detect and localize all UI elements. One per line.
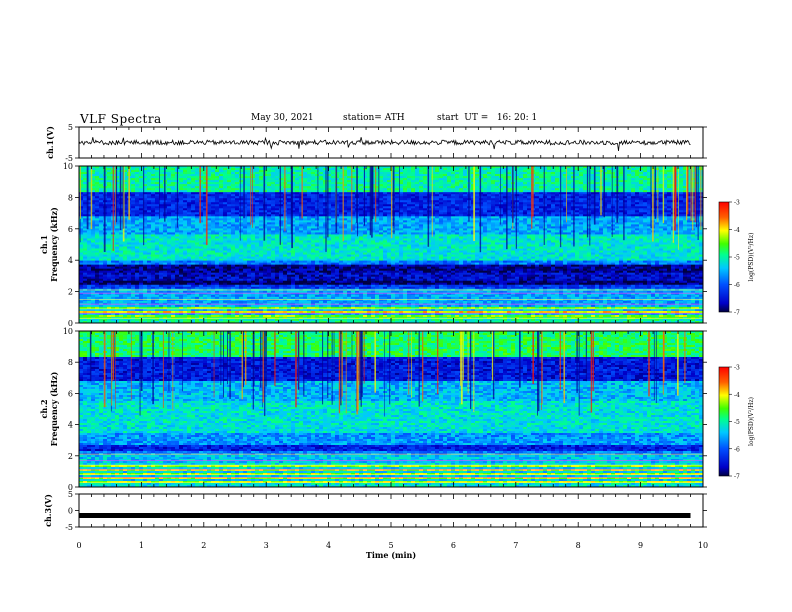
colorbar-tick-label: -4 [734,392,740,399]
colorbar-tick-label: -5 [734,419,740,426]
ch1-voltage-label: ch.1(V) [45,126,55,159]
y-tick-label: 5 [68,123,73,132]
x-tick-label: 9 [638,541,643,550]
panel-frames [75,126,732,528]
colorbar-tick-label: -3 [734,200,740,207]
ch2-spectrogram [79,331,704,488]
ch1-spectrogram [79,166,704,324]
y-tick-label: 8 [68,358,73,367]
colorbar-tick-label: -6 [734,282,740,289]
colorbar-tick-label: -7 [734,474,740,481]
x-tick-label: 8 [576,541,581,550]
colorbar-tick-label: -6 [734,446,740,453]
colorbar-label: log(PSD)(V²/Hz) [748,233,755,282]
x-tick-label: 6 [451,541,456,550]
colorbar-tick-label: -3 [734,365,740,372]
x-tick-label: 7 [513,541,518,550]
colorbar-tick-label: -4 [734,227,740,234]
y-tick-label: 6 [68,225,73,234]
ch1-trace [78,136,691,151]
y-tick-label: -5 [65,523,73,532]
x-tick-label: 0 [76,541,81,550]
y-tick-label: 10 [63,327,73,336]
y-tick-label: 2 [68,452,73,461]
ch1-frequency-label: Frequency (kHz) [49,207,59,282]
y-tick-label: 2 [68,288,73,297]
y-tick-label: 4 [68,421,73,430]
y-tick-label: 5 [68,490,73,499]
x-tick-label: 3 [264,541,269,550]
x-tick-label: 10 [698,541,708,550]
ch1-name-label: ch.1 [39,235,49,254]
y-tick-label: 10 [63,162,73,171]
y-tick-label: 0 [68,507,73,516]
ch2-frequency-label: Frequency (kHz) [49,371,59,446]
x-axis-label: Time (min) [366,550,416,560]
x-tick-label: 1 [139,541,144,550]
figure-title: VLF Spectra [80,112,162,126]
x-tick-label: 5 [388,541,393,550]
colorbar [718,366,730,477]
y-tick-label: -5 [65,154,73,163]
colorbar [718,201,730,313]
y-tick-label: 0 [68,319,73,328]
x-tick-label: 2 [201,541,206,550]
colorbar-label: log(PSD)(V²/Hz) [748,397,755,446]
y-tick-label: 0 [68,483,73,492]
ch3-voltage-label: ch.3(V) [43,494,53,527]
y-tick-label: 8 [68,193,73,202]
header-station: station= ATH [343,113,405,123]
header-start-time: start UT = 16: 20: 1 [437,113,537,123]
y-tick-label: 6 [68,389,73,398]
x-tick-label: 4 [326,541,331,550]
y-tick-label: 4 [68,256,73,265]
colorbar-tick-label: -5 [734,255,740,262]
ch2-name-label: ch.2 [39,399,49,418]
header-date: May 30, 2021 [251,113,314,123]
colorbar-tick-label: -7 [734,310,740,317]
voltage-traces [78,136,691,518]
